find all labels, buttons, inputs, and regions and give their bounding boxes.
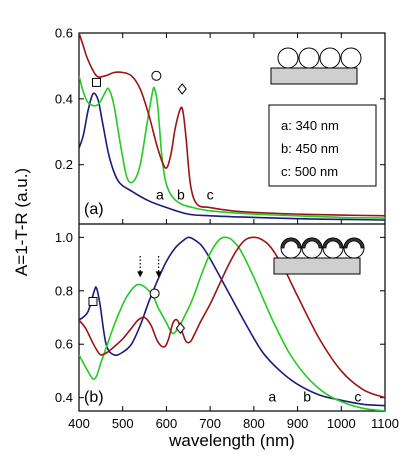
panel-a-curves	[79, 33, 385, 221]
x-tick-label: 900	[287, 416, 309, 431]
curve-label-b: b	[177, 186, 185, 202]
y-tick-label: 0.8	[55, 283, 73, 298]
y-tick-label: 0.4	[55, 390, 73, 405]
legend-box	[268, 104, 377, 187]
square-marker	[88, 296, 98, 306]
x-axis-title: wavelength (nm)	[168, 431, 295, 450]
circle-marker	[149, 288, 160, 299]
x-tick-label: 1000	[327, 416, 356, 431]
x-tick-label: 600	[156, 416, 178, 431]
x-tick-label: 400	[68, 416, 90, 431]
panel-a-series-b	[79, 75, 385, 219]
y-tick-label: 0.2	[55, 157, 73, 172]
legend-entry-c: c: 500 nm	[281, 164, 338, 179]
curve-label-c: c	[354, 389, 361, 405]
x-tick-label: 500	[112, 416, 134, 431]
curve-label-b: b	[303, 389, 311, 405]
panel-b-series-b	[79, 236, 385, 411]
diamond-marker	[175, 322, 186, 334]
curve-label-a: a	[268, 389, 276, 405]
curve-labels: a b ca b c	[156, 186, 361, 404]
metal-cap	[343, 237, 365, 249]
arrow-head	[155, 271, 162, 278]
inset-schematic-b	[273, 237, 365, 275]
metal-cap	[301, 237, 323, 249]
metal-cap	[322, 237, 344, 249]
circle-marker	[151, 70, 162, 81]
plot-frame	[78, 32, 386, 412]
panel-b-series-c	[79, 236, 385, 399]
square-marker	[91, 77, 101, 87]
panel-a-series-a	[79, 92, 385, 221]
tick-labels: 400 500 600 700 800 900 1000 1100 0.2 0.4 0.6 0.4 0.…	[55, 26, 399, 432]
y-axis-title: A=1-T-R (a.u.)	[12, 168, 31, 276]
legend-entry-b: b: 450 nm	[281, 141, 339, 156]
diamond-marker	[177, 83, 187, 95]
annotations	[88, 70, 187, 334]
panel-a-label: (a)	[84, 201, 104, 218]
y-tick-label: 0.6	[55, 337, 73, 352]
axis-ticks	[78, 32, 386, 411]
x-tick-label: 1100	[371, 416, 399, 431]
y-tick-label: 0.4	[55, 91, 73, 106]
curve-label-a: a	[156, 186, 164, 202]
inset-schematic-a	[270, 47, 362, 85]
panel-a-series-c	[79, 33, 385, 217]
curve-label-c: c	[207, 186, 214, 202]
arrow-head	[137, 271, 144, 278]
legend: a: 340 nm b: 450 nm c: 500 nm	[268, 104, 377, 187]
y-tick-label: 0.6	[55, 26, 73, 41]
legend-entry-a: a: 340 nm	[281, 118, 339, 133]
metal-cap	[280, 237, 302, 249]
panel-b-series-a	[79, 236, 385, 407]
panel-b-label: (b)	[84, 389, 104, 406]
x-tick-label: 800	[243, 416, 265, 431]
y-tick-label: 1.0	[55, 230, 73, 245]
panel-b-curves	[79, 236, 385, 411]
x-tick-label: 700	[199, 416, 221, 431]
